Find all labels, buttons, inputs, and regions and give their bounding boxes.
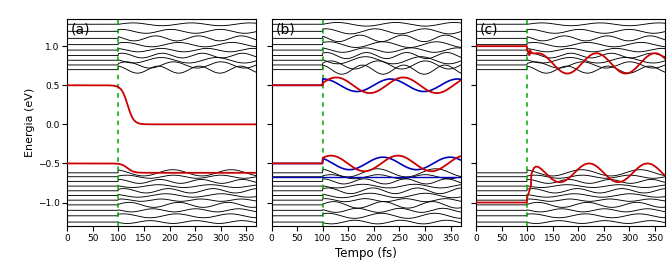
Text: (a): (a) (71, 23, 91, 37)
X-axis label: Tempo (fs): Tempo (fs) (335, 247, 397, 260)
Y-axis label: Energia (eV): Energia (eV) (25, 88, 35, 157)
Text: (c): (c) (480, 23, 499, 37)
Text: (b): (b) (276, 23, 295, 37)
